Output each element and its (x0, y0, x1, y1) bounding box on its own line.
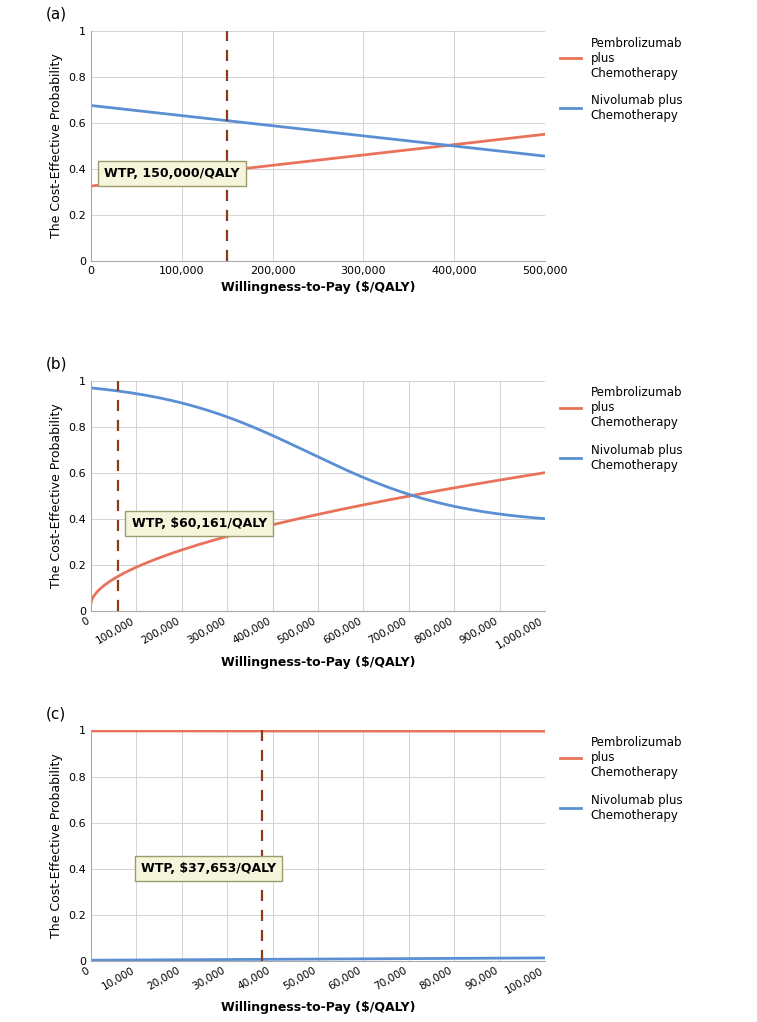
Text: (c): (c) (45, 706, 66, 722)
Pembrolizumab
plus
Chemotherapy (449, 482, 458, 495)
Pembrolizumab
plus
Chemotherapy (398, 144, 407, 156)
Text: (a): (a) (45, 6, 67, 21)
Pembrolizumab
plus
Chemotherapy (540, 725, 550, 737)
Nivolumab plus
Chemotherapy (540, 150, 550, 162)
Line: Nivolumab plus
Chemotherapy: Nivolumab plus Chemotherapy (91, 388, 545, 519)
Legend: Pembrolizumab
plus
Chemotherapy, Nivolumab plus
Chemotherapy: Pembrolizumab plus Chemotherapy, Nivolum… (560, 37, 682, 122)
Nivolumab plus
Chemotherapy (286, 437, 295, 450)
Pembrolizumab
plus
Chemotherapy (441, 140, 450, 152)
Nivolumab plus
Chemotherapy (449, 140, 458, 152)
Nivolumab plus
Chemotherapy (132, 104, 142, 117)
Pembrolizumab
plus
Chemotherapy (286, 725, 295, 737)
Pembrolizumab
plus
Chemotherapy (86, 598, 95, 610)
Nivolumab plus
Chemotherapy (86, 955, 95, 967)
X-axis label: Willingness-to-Pay ($/QALY): Willingness-to-Pay ($/QALY) (221, 281, 415, 294)
Nivolumab plus
Chemotherapy (449, 500, 458, 512)
Y-axis label: The Cost-Effective Probability: The Cost-Effective Probability (50, 53, 63, 238)
Nivolumab plus
Chemotherapy (86, 382, 95, 394)
Nivolumab plus
Chemotherapy (398, 953, 407, 965)
Nivolumab plus
Chemotherapy (398, 134, 407, 146)
Line: Nivolumab plus
Chemotherapy: Nivolumab plus Chemotherapy (91, 958, 545, 961)
Text: WTP, $60,161/QALY: WTP, $60,161/QALY (132, 517, 267, 529)
Nivolumab plus
Chemotherapy (449, 953, 458, 965)
Pembrolizumab
plus
Chemotherapy (441, 725, 450, 737)
Pembrolizumab
plus
Chemotherapy (132, 561, 142, 573)
Nivolumab plus
Chemotherapy (86, 99, 95, 111)
Y-axis label: The Cost-Effective Probability: The Cost-Effective Probability (50, 404, 63, 588)
Nivolumab plus
Chemotherapy (270, 120, 279, 132)
Nivolumab plus
Chemotherapy (132, 954, 142, 966)
Pembrolizumab
plus
Chemotherapy (540, 128, 550, 140)
Text: (b): (b) (45, 357, 67, 371)
Nivolumab plus
Chemotherapy (441, 139, 450, 151)
Pembrolizumab
plus
Chemotherapy (540, 466, 550, 478)
Pembrolizumab
plus
Chemotherapy (86, 180, 95, 192)
Y-axis label: The Cost-Effective Probability: The Cost-Effective Probability (50, 753, 63, 938)
Pembrolizumab
plus
Chemotherapy (132, 725, 142, 737)
Nivolumab plus
Chemotherapy (270, 430, 279, 443)
Line: Nivolumab plus
Chemotherapy: Nivolumab plus Chemotherapy (91, 105, 545, 156)
Line: Pembrolizumab
plus
Chemotherapy: Pembrolizumab plus Chemotherapy (91, 472, 545, 604)
Line: Pembrolizumab
plus
Chemotherapy: Pembrolizumab plus Chemotherapy (91, 134, 545, 186)
Pembrolizumab
plus
Chemotherapy (449, 139, 458, 151)
Pembrolizumab
plus
Chemotherapy (270, 725, 279, 737)
Pembrolizumab
plus
Chemotherapy (86, 725, 95, 737)
Pembrolizumab
plus
Chemotherapy (449, 725, 458, 737)
Legend: Pembrolizumab
plus
Chemotherapy, Nivolumab plus
Chemotherapy: Pembrolizumab plus Chemotherapy, Nivolum… (560, 737, 682, 822)
Pembrolizumab
plus
Chemotherapy (270, 518, 279, 530)
Nivolumab plus
Chemotherapy (540, 513, 550, 525)
Nivolumab plus
Chemotherapy (441, 498, 450, 510)
Pembrolizumab
plus
Chemotherapy (286, 514, 295, 526)
Legend: Pembrolizumab
plus
Chemotherapy, Nivolumab plus
Chemotherapy: Pembrolizumab plus Chemotherapy, Nivolum… (560, 386, 682, 471)
Pembrolizumab
plus
Chemotherapy (132, 175, 142, 187)
Text: WTP, $37,653/QALY: WTP, $37,653/QALY (141, 863, 276, 875)
Nivolumab plus
Chemotherapy (132, 387, 142, 400)
X-axis label: Willingness-to-Pay ($/QALY): Willingness-to-Pay ($/QALY) (221, 1001, 415, 1014)
Nivolumab plus
Chemotherapy (540, 951, 550, 964)
Pembrolizumab
plus
Chemotherapy (398, 725, 407, 737)
Pembrolizumab
plus
Chemotherapy (398, 492, 407, 504)
Pembrolizumab
plus
Chemotherapy (270, 159, 279, 172)
Nivolumab plus
Chemotherapy (441, 953, 450, 965)
Pembrolizumab
plus
Chemotherapy (441, 483, 450, 496)
Nivolumab plus
Chemotherapy (398, 486, 407, 499)
Text: WTP, 150,000/QALY: WTP, 150,000/QALY (104, 167, 240, 180)
Nivolumab plus
Chemotherapy (286, 122, 295, 134)
Nivolumab plus
Chemotherapy (286, 954, 295, 966)
X-axis label: Willingness-to-Pay ($/QALY): Willingness-to-Pay ($/QALY) (221, 656, 415, 669)
Pembrolizumab
plus
Chemotherapy (286, 157, 295, 170)
Nivolumab plus
Chemotherapy (270, 954, 279, 966)
